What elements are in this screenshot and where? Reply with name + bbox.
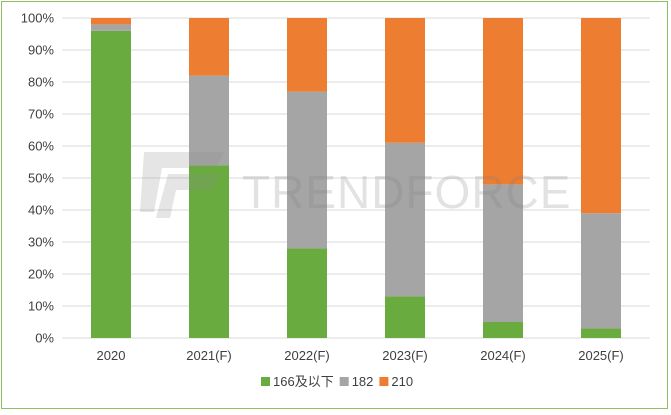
y-tick-label: 70% — [28, 107, 54, 122]
y-tick-label: 90% — [28, 43, 54, 58]
x-tick-label: 2021(F) — [186, 348, 232, 363]
bar-2025f-210 — [581, 18, 621, 214]
bar-2021f-166及以下 — [189, 165, 229, 338]
x-axis: 2020 2021(F) 2022(F) 2023(F) 2024(F) 2025(F) — [97, 348, 624, 363]
y-tick-label: 60% — [28, 139, 54, 154]
y-tick-label: 100% — [21, 11, 55, 26]
bar-2021f-210 — [189, 18, 229, 76]
bar-2025f-166及以下 — [581, 328, 621, 338]
x-tick-label: 2024(F) — [480, 348, 526, 363]
legend-swatch — [339, 377, 349, 386]
legend-swatch — [379, 377, 389, 386]
gridlines — [62, 17, 650, 339]
legend-label: 210 — [391, 374, 413, 389]
bar-2020-166及以下 — [91, 30, 131, 339]
bar-2021f-182 — [189, 75, 229, 166]
bar-2023f-166及以下 — [385, 296, 425, 338]
x-tick-label: 2023(F) — [382, 348, 428, 363]
y-tick-label: 0% — [35, 331, 54, 346]
legend-label: 166及以下 — [273, 374, 334, 389]
x-tick-label: 2022(F) — [284, 348, 330, 363]
bar-2020-182 — [91, 24, 131, 31]
y-tick-label: 80% — [28, 75, 54, 90]
bars — [91, 18, 621, 339]
bar-2025f-182 — [581, 213, 621, 329]
stacked-bar-chart: TRENDFORCE 0% 10% 20% 30% 40% 50% 60% 70% 80% 90%… — [21, 11, 650, 389]
y-axis: 0% 10% 20% 30% 40% 50% 60% 70% 80% 90% 100% — [21, 11, 55, 346]
bar-2023f-182 — [385, 142, 425, 297]
legend-label: 182 — [352, 374, 374, 389]
bar-2024f-182 — [483, 184, 523, 322]
watermark-logo-mark-2 — [156, 174, 220, 218]
x-tick-label: 2020 — [97, 348, 126, 363]
watermark-logo-mark — [140, 152, 224, 212]
y-tick-label: 50% — [28, 171, 54, 186]
legend-swatch — [261, 377, 270, 386]
bar-2022f-210 — [287, 18, 327, 92]
chart-frame: TRENDFORCE 0% 10% 20% 30% 40% 50% 60% 70% 80% 90%… — [1, 1, 668, 409]
y-tick-label: 20% — [28, 267, 54, 282]
bar-2024f-210 — [483, 18, 523, 185]
x-tick-label: 2025(F) — [578, 348, 624, 363]
y-tick-label: 10% — [28, 299, 54, 314]
y-tick-label: 30% — [28, 235, 54, 250]
trendforce-watermark: TRENDFORCE — [140, 152, 571, 218]
bar-2022f-166及以下 — [287, 248, 327, 338]
bar-2022f-182 — [287, 91, 327, 249]
legend: 166及以下 182 210 — [261, 374, 413, 389]
watermark-text: TRENDFORCE — [242, 166, 571, 218]
bar-2020-210 — [91, 18, 131, 25]
y-tick-label: 40% — [28, 203, 54, 218]
bar-2024f-166及以下 — [483, 322, 523, 338]
bar-2023f-210 — [385, 18, 425, 143]
